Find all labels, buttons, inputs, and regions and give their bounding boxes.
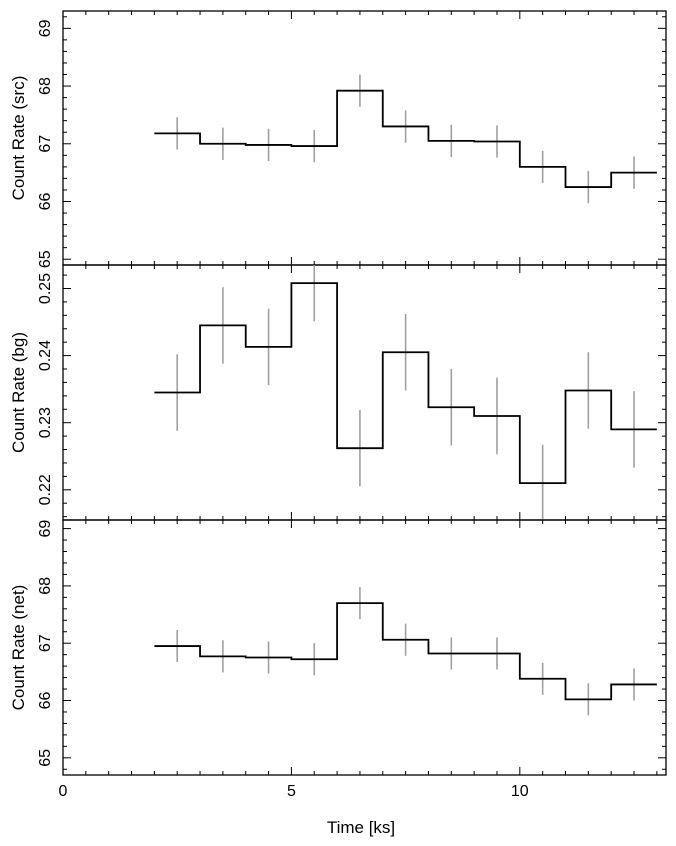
src-ytick-label: 69 — [37, 19, 54, 37]
bg-y-axis-label: Count Rate (bg) — [9, 332, 28, 453]
net-ytick-label: 67 — [37, 634, 54, 652]
src-step-line — [154, 89, 657, 188]
net-y-axis-label: Count Rate (net) — [9, 585, 28, 711]
src-ytick-label: 67 — [37, 135, 54, 153]
net-panel: 65 66 67 68 69 Count Rate (net) — [9, 519, 667, 776]
src-ytick-label: 68 — [37, 77, 54, 95]
net-step-line — [154, 602, 657, 701]
bg-ytick-label: 0.22 — [37, 474, 54, 505]
x-axis: 0 5 10 — [59, 783, 529, 800]
x-axis-label: Time [ks] — [327, 818, 395, 837]
net-ytick-label: 68 — [37, 577, 54, 595]
x-tick-label: 10 — [511, 783, 529, 800]
src-ytick-label: 65 — [37, 250, 54, 268]
x-tick-label: 5 — [287, 783, 296, 800]
bg-ytick-label: 0.24 — [37, 340, 54, 371]
bg-step-line — [154, 282, 657, 484]
net-ytick-label: 66 — [37, 692, 54, 710]
bg-ytick-label: 0.23 — [37, 407, 54, 438]
src-panel: 65 66 67 68 69 Count Rate (src) — [9, 10, 667, 268]
net-panel-frame — [62, 519, 667, 776]
net-ytick-label: 69 — [37, 520, 54, 538]
bg-panel: 0.22 0.23 0.24 0.25 Count Rate (bg) — [9, 264, 667, 521]
bg-ytick-label: 0.25 — [37, 273, 54, 304]
bg-panel-frame — [62, 264, 667, 521]
src-y-axis-label: Count Rate (src) — [9, 76, 28, 201]
src-ytick-label: 66 — [37, 193, 54, 211]
src-panel-frame — [62, 10, 667, 266]
x-tick-label: 0 — [59, 783, 68, 800]
net-ytick-label: 65 — [37, 749, 54, 767]
